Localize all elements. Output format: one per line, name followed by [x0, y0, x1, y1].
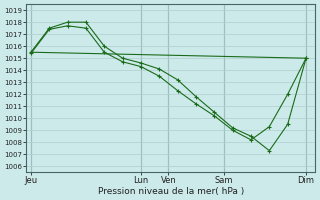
X-axis label: Pression niveau de la mer( hPa ): Pression niveau de la mer( hPa ) [98, 187, 244, 196]
